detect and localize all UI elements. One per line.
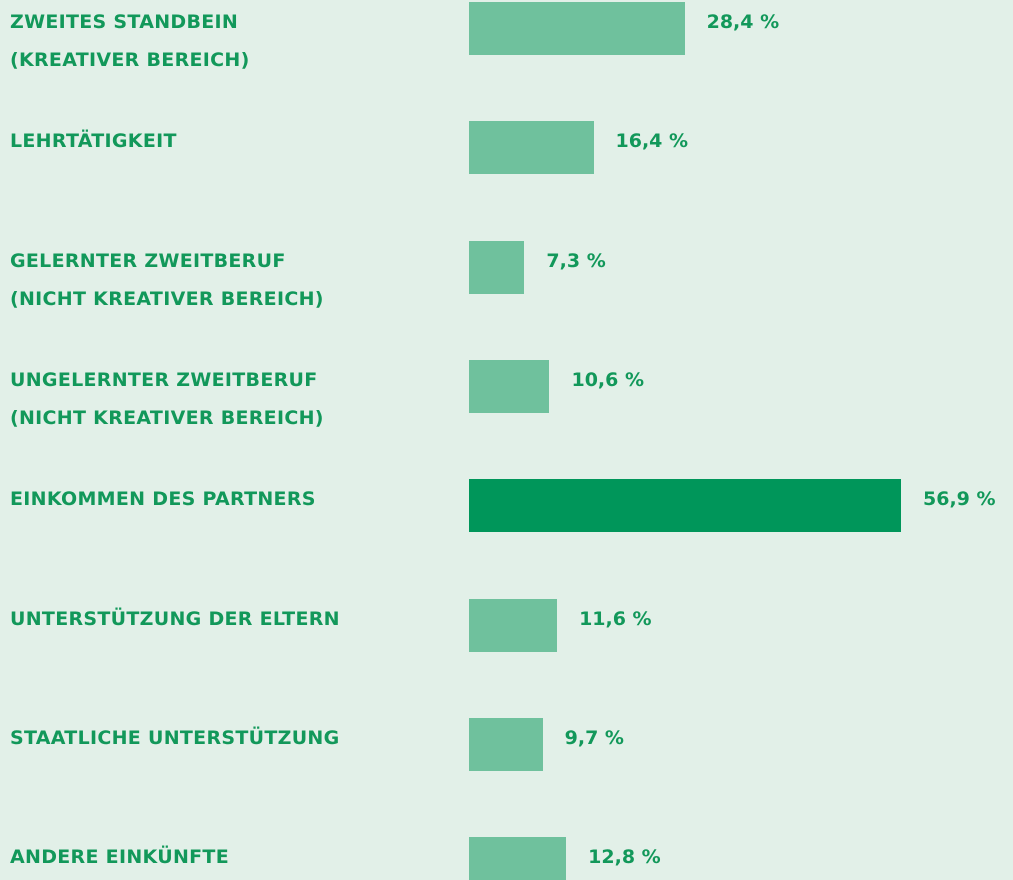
category-label: ANDERE EINKÜNFTE bbox=[10, 846, 229, 869]
bar bbox=[469, 2, 685, 55]
value-label: 16,4 % bbox=[615, 130, 689, 153]
category-label: STAATLICHE UNTERSTÜTZUNG bbox=[10, 726, 340, 749]
bar bbox=[469, 240, 525, 294]
value-label: 11,6 % bbox=[579, 607, 652, 630]
category-label: EINKOMMEN DES PARTNERS bbox=[10, 488, 316, 511]
value-label: 28,4 % bbox=[706, 11, 780, 33]
bar bbox=[469, 359, 550, 413]
category-label: UNTERSTÜTZUNG DER ELTERN bbox=[10, 607, 340, 630]
bar bbox=[469, 598, 558, 652]
bar bbox=[469, 837, 567, 880]
category-label: GELERNTER ZWEITBERUF (NICHT KREATIVER BE… bbox=[10, 249, 324, 310]
bar bbox=[469, 717, 543, 771]
bar bbox=[469, 479, 901, 533]
category-label: UNGELERNTER ZWEITBERUF (NICHT KREATIVER … bbox=[10, 368, 324, 429]
value-label: 10,6 % bbox=[571, 368, 644, 391]
value-label: 9,7 % bbox=[564, 726, 624, 749]
value-label: 7,3 % bbox=[546, 249, 606, 272]
value-label: 56,9 % bbox=[923, 488, 996, 511]
value-label: 12,8 % bbox=[588, 846, 661, 869]
bar bbox=[469, 121, 594, 175]
category-label: ZWEITES STANDBEIN (KREATIVER BEREICH) bbox=[10, 11, 250, 71]
category-label: LEHRTÄTIGKEIT bbox=[10, 130, 177, 153]
